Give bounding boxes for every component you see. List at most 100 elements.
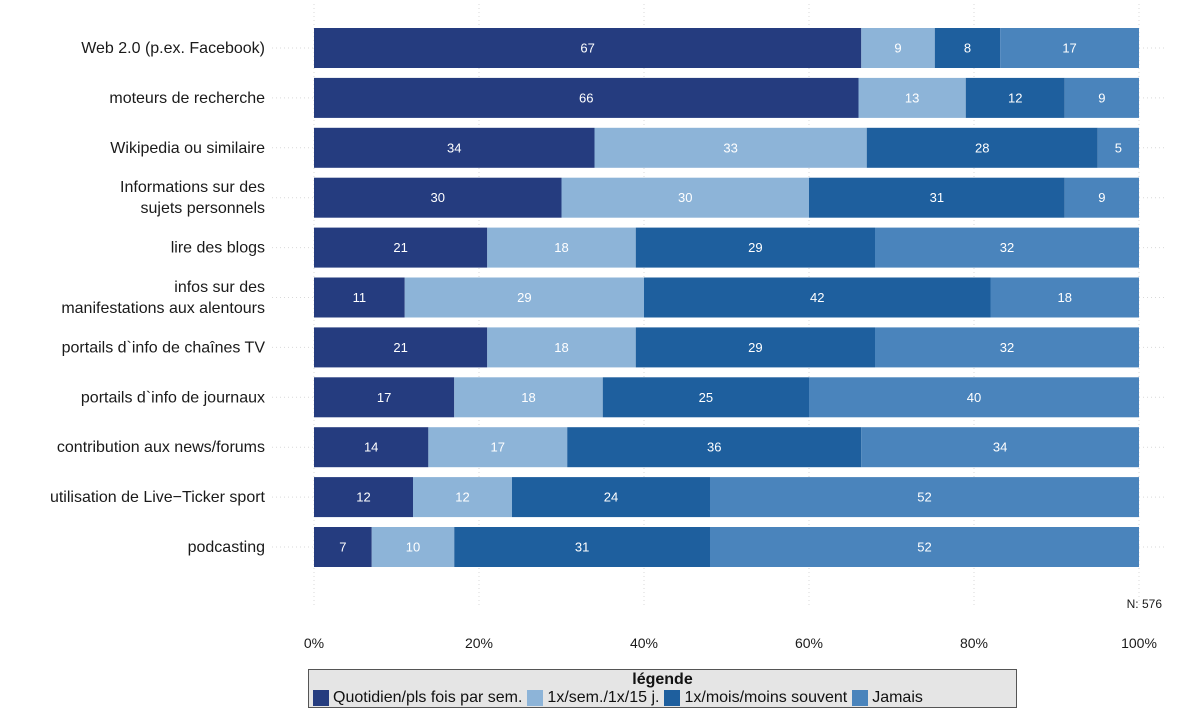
bar-segment (866, 127, 1098, 168)
category-label-line: podcasting (188, 539, 265, 556)
bar-value-label: 5 (1115, 140, 1122, 155)
bar-value-label: 29 (517, 290, 531, 305)
bar-value-label: 14 (364, 440, 378, 455)
bar-segment (314, 127, 595, 168)
x-tick-label: 20% (465, 635, 493, 651)
bar-value-label: 66 (579, 90, 593, 105)
bar-value-label: 9 (1098, 90, 1105, 105)
legend-item-daily: Quotidien/pls fois par sem. (313, 689, 522, 707)
bar-segment (990, 277, 1139, 318)
bar-value-label: 52 (917, 540, 931, 555)
legend-title: légende (632, 671, 693, 688)
bar-segment (314, 427, 429, 468)
legend-label-monthly: 1x/mois/moins souvent (684, 689, 848, 706)
bar-value-label: 12 (455, 490, 469, 505)
category-label: portails d`info de journaux (81, 389, 265, 406)
legend-swatch-never (852, 690, 869, 706)
bar-segment (861, 427, 1139, 468)
bar-segment (875, 327, 1139, 368)
bar-segment (1000, 28, 1139, 68)
bar-segment (404, 277, 644, 318)
sample-size-note: N: 576 (1127, 597, 1163, 611)
bar-value-label: 31 (930, 190, 944, 205)
x-tick-label: 80% (960, 635, 988, 651)
bar-value-label: 67 (580, 41, 594, 56)
legend-label-daily: Quotidien/pls fois par sem. (333, 689, 523, 706)
bar-segment (644, 277, 991, 318)
bar-segment (1064, 177, 1139, 218)
category-label: portails d`info de chaînes TV (62, 339, 266, 356)
bar-segment (314, 327, 488, 368)
bar-value-label: 52 (917, 490, 931, 505)
bar-segment (875, 227, 1139, 268)
bar-segment (512, 477, 710, 518)
bar-segment (809, 377, 1139, 418)
bar-segment (965, 77, 1065, 118)
bar-segment (314, 527, 372, 567)
bar-segment (314, 477, 413, 518)
bar-segment (861, 28, 935, 68)
bar-segment (809, 177, 1065, 218)
bar-segment (454, 377, 603, 418)
bar-value-label: 17 (491, 440, 505, 455)
bar-segment (314, 377, 455, 418)
bar-value-label: 25 (699, 390, 713, 405)
bar-value-label: 17 (377, 390, 391, 405)
legend-item-monthly: 1x/mois/moins souvent (664, 689, 847, 707)
bar-value-label: 32 (1000, 340, 1014, 355)
bar-value-label: 36 (707, 440, 721, 455)
bar-segment (594, 127, 867, 168)
bar-value-label: 12 (1008, 90, 1022, 105)
category-label: podcasting (188, 539, 265, 556)
legend-label-weekly: 1x/sem./1x/15 j. (547, 689, 660, 706)
category-label-line: portails d`info de journaux (81, 389, 265, 406)
x-tick-label: 100% (1121, 635, 1157, 651)
category-label: Informations sur des sujets personnels (120, 179, 265, 217)
bar-value-label: 18 (1058, 290, 1072, 305)
category-label: lire des blogs (171, 240, 265, 257)
bar-value-label: 9 (1098, 190, 1105, 205)
bar-segment (1064, 77, 1139, 118)
bar-value-label: 11 (353, 290, 367, 305)
bar-segment (371, 527, 455, 567)
bar-segment (567, 427, 862, 468)
bar-value-label: 29 (748, 240, 762, 255)
legend-item-never: Jamais (852, 689, 923, 707)
legend-swatch-monthly (664, 690, 681, 706)
x-tick-label: 0% (304, 635, 324, 651)
x-tick-label: 60% (795, 635, 823, 651)
bar-segment (561, 177, 809, 218)
bar-segment (413, 477, 512, 518)
category-label: infos sur des manifestations aux alentour… (61, 279, 265, 317)
bar-value-label: 18 (554, 240, 568, 255)
bar-value-label: 21 (393, 340, 407, 355)
bar-segment (635, 227, 875, 268)
bar-segment (487, 227, 636, 268)
bar-value-label: 24 (604, 490, 618, 505)
category-label-line: utilisation de Live−Ticker sport (50, 489, 266, 506)
bar-segment (1097, 127, 1139, 168)
bar-value-label: 29 (748, 340, 762, 355)
bar-value-label: 28 (975, 140, 989, 155)
bar-segment (710, 527, 1139, 567)
bar-segment (635, 327, 875, 368)
legend-item-weekly: 1x/sem./1x/15 j. (527, 689, 659, 707)
bar-value-label: 10 (406, 540, 420, 555)
bar-value-label: 34 (447, 140, 461, 155)
bar-value-label: 30 (431, 190, 445, 205)
category-label-line: Wikipedia ou similaire (110, 140, 265, 157)
x-tick-label: 40% (630, 635, 658, 651)
bar-value-label: 17 (1062, 41, 1076, 56)
bar-segment (710, 477, 1139, 518)
bar-value-label: 33 (723, 140, 737, 155)
bar-segment (858, 77, 966, 118)
bar-value-label: 30 (678, 190, 692, 205)
category-label: utilisation de Live−Ticker sport (50, 489, 266, 506)
bar-segment (934, 28, 1001, 68)
category-label: moteurs de recherche (109, 90, 265, 107)
bar-value-label: 18 (554, 340, 568, 355)
bar-segment (487, 327, 636, 368)
category-label: Web 2.0 (p.ex. Facebook) (81, 40, 265, 57)
bar-value-label: 32 (1000, 240, 1014, 255)
